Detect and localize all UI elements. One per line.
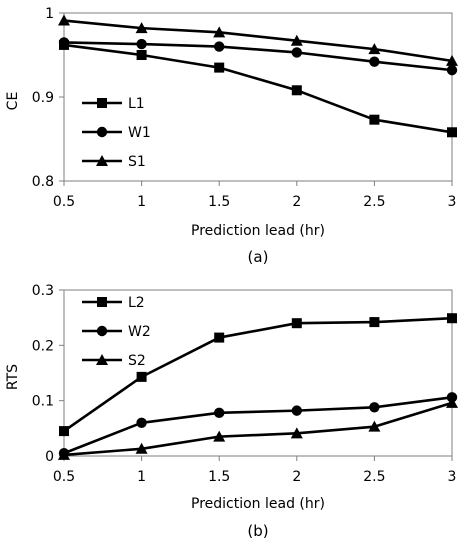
x-tick-label: 2 — [292, 469, 301, 485]
x-tick-label: 3 — [448, 194, 457, 210]
point-W1 — [369, 56, 380, 67]
point-L2 — [447, 313, 457, 324]
x-tick-label: 2 — [292, 194, 301, 210]
point-W1 — [136, 38, 147, 50]
series-W1: W1 — [58, 37, 458, 141]
x-tick-label: 1.5 — [208, 194, 230, 210]
legend-marker-W1 — [96, 126, 108, 138]
y-tick-label: 0.3 — [32, 283, 54, 299]
chart-1: 0.5 1 1.5 2 2.5 3 0.8 0.9 1 Prediction lead (hr) C… — [5, 6, 458, 266]
chart-2: 0.5 1 1.5 2 2.5 3 0 0.1 0.2 0.3 Prediction lead (h… — [5, 283, 458, 540]
x-tick-label: 1 — [137, 194, 146, 210]
plot-frame — [63, 289, 453, 457]
point-S2 — [213, 430, 226, 442]
point-W2 — [214, 407, 225, 419]
y-tick-label: 0.9 — [32, 90, 54, 106]
series-line-L2 — [63, 316, 453, 433]
y-axis-label: RTS — [5, 364, 21, 390]
series-line-S1 — [63, 19, 453, 63]
x-tick-label: 0.5 — [53, 469, 75, 485]
point-S2 — [290, 427, 303, 439]
series-L2: L2 — [59, 295, 457, 437]
series-line-L1 — [63, 43, 453, 134]
point-S1 — [213, 26, 226, 38]
series-line-W2 — [63, 396, 453, 455]
point-W1 — [214, 41, 225, 52]
point-S1 — [368, 43, 381, 55]
y-tick-label: 0.2 — [32, 338, 54, 354]
legend-marker-S2 — [96, 354, 108, 365]
series-S2: S2 — [58, 353, 458, 460]
point-W1 — [446, 64, 458, 76]
y-tick-label: 0 — [45, 449, 54, 465]
point-S2 — [58, 448, 70, 460]
legend-marker-L1 — [97, 98, 107, 108]
point-W2 — [136, 417, 147, 428]
x-tick-label: 2.5 — [363, 194, 385, 210]
legend-label-L2: L2 — [128, 295, 145, 311]
panel-label: (b) — [247, 522, 268, 540]
y-tick-label: 1 — [45, 6, 54, 22]
x-axis-label: Prediction lead (hr) — [191, 223, 325, 239]
legend-marker-S1 — [96, 155, 108, 166]
point-L2 — [59, 426, 69, 437]
legend-label-W2: W2 — [128, 324, 151, 340]
legend-label-S1: S1 — [128, 154, 146, 170]
series-L1: L1 — [59, 39, 457, 138]
point-W2 — [291, 405, 302, 416]
x-axis-label: Prediction lead (hr) — [191, 496, 325, 512]
point-W1 — [58, 37, 70, 48]
point-S1 — [58, 14, 70, 26]
y-axis-label: CE — [5, 92, 21, 111]
point-S1 — [135, 22, 148, 34]
legend-label-L1: L1 — [128, 96, 145, 112]
x-tick-label: 0.5 — [53, 194, 75, 210]
legend-label-W1: W1 — [128, 125, 151, 141]
legend-label-S2: S2 — [128, 353, 146, 369]
plot-frame — [63, 12, 453, 182]
y-tick-label: 0.8 — [32, 174, 54, 190]
point-L1 — [369, 114, 380, 125]
y-tick-label: 0.1 — [32, 394, 54, 410]
point-L1 — [136, 50, 147, 60]
point-S1 — [446, 54, 458, 66]
series-S1: S1 — [58, 14, 458, 170]
series-line-W1 — [63, 41, 453, 72]
x-tick-label: 3 — [448, 469, 457, 485]
point-L2 — [291, 318, 302, 329]
point-W2 — [369, 402, 380, 413]
point-S2 — [368, 420, 381, 432]
panel-label: (a) — [248, 248, 269, 266]
point-L2 — [214, 332, 225, 343]
point-L1 — [447, 127, 457, 138]
x-tick-label: 2.5 — [363, 469, 385, 485]
point-L1 — [214, 62, 225, 73]
x-tick-label: 1.5 — [208, 469, 230, 485]
point-L1 — [291, 85, 302, 96]
x-tick-label: 1 — [137, 469, 146, 485]
legend-marker-L2 — [97, 297, 107, 307]
point-L2 — [136, 371, 147, 382]
series-line-S2 — [63, 401, 453, 457]
point-S2 — [135, 442, 148, 454]
point-W1 — [291, 47, 302, 58]
series-W2: W2 — [58, 324, 458, 459]
point-S1 — [290, 34, 303, 46]
point-S2 — [446, 396, 458, 408]
legend-marker-W2 — [96, 325, 108, 337]
point-L2 — [369, 317, 380, 328]
